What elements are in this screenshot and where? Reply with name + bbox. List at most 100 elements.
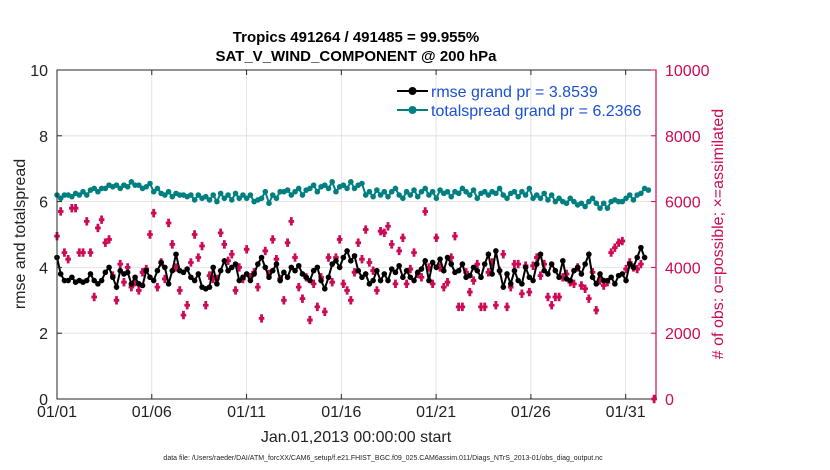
rmse-point <box>292 267 298 274</box>
obs-marker <box>188 258 194 267</box>
obs-marker <box>500 250 507 259</box>
spread-point <box>418 188 425 195</box>
obs-marker <box>273 254 280 264</box>
spread-point <box>545 197 551 203</box>
rmse-point <box>154 267 161 274</box>
rmse-point <box>321 285 328 292</box>
obs-marker <box>493 301 499 310</box>
rmse-point <box>348 258 354 264</box>
obs-marker <box>314 302 321 312</box>
spread-point <box>623 195 629 202</box>
rmse-point <box>418 266 425 272</box>
obs-marker <box>467 287 473 297</box>
obs-marker <box>121 278 127 287</box>
rmse-point <box>150 277 157 284</box>
rmse-point <box>273 261 280 267</box>
rmse-point <box>560 258 566 264</box>
y-right-tick-label: 4000 <box>665 260 701 277</box>
spread-point <box>567 195 574 202</box>
rmse-point <box>370 277 376 284</box>
rmse-point <box>143 267 150 274</box>
obs-marker <box>57 207 64 216</box>
spread-point <box>325 185 332 192</box>
spread-point <box>310 182 317 188</box>
y-tick-label: 2 <box>39 326 48 343</box>
rmse-point <box>537 251 544 258</box>
obs-marker <box>545 292 551 302</box>
x-tick-label: 01/06 <box>132 404 172 421</box>
rmse-point <box>87 271 94 277</box>
rmse-point <box>299 271 306 277</box>
rmse-point <box>541 267 548 274</box>
rmse-point <box>184 266 190 272</box>
spread-point <box>582 203 588 210</box>
spread-point <box>102 185 109 192</box>
rmse-point <box>619 271 626 277</box>
obs-marker <box>392 279 399 289</box>
spread-point <box>229 197 235 203</box>
obs-marker <box>481 302 488 312</box>
rmse-point <box>485 251 492 258</box>
y-right-axis-ticks: 0 2000 4000 6000 8000 10000 <box>651 63 710 409</box>
obs-marker <box>154 282 161 292</box>
spread-point <box>522 192 529 198</box>
x-tick-label: 01/01 <box>37 404 77 421</box>
x-tick-label: 01/11 <box>227 404 266 421</box>
rmse-point <box>147 274 153 281</box>
spread-point <box>288 192 295 198</box>
spread-point <box>638 190 644 197</box>
obs-marker <box>98 215 105 224</box>
spread-point <box>493 190 499 197</box>
obs-marker <box>147 230 153 239</box>
rmse-point <box>481 261 488 267</box>
spread-point <box>537 195 544 202</box>
spread-point <box>359 180 365 187</box>
rmse-point <box>217 267 224 274</box>
spread-point <box>530 195 536 202</box>
y-tick-label: 4 <box>39 260 48 277</box>
rmse-point <box>214 281 220 287</box>
rmse-point <box>474 267 481 274</box>
obs-marker <box>582 284 588 293</box>
obs-marker <box>325 253 332 262</box>
rmse-point <box>318 277 324 284</box>
obs-marker <box>608 248 614 257</box>
rmse-point <box>288 264 295 271</box>
rmse-point <box>586 251 592 258</box>
y-right-tick-label: 10000 <box>665 63 710 80</box>
spread-point <box>511 188 518 195</box>
rmse-point <box>240 274 246 281</box>
rmse-point <box>519 281 525 287</box>
rmse-point <box>515 277 521 284</box>
obs-marker <box>80 248 86 257</box>
rmse-point <box>277 277 283 284</box>
obs-marker <box>336 235 343 244</box>
rmse-point <box>552 267 559 274</box>
obs-marker <box>87 248 94 257</box>
rmse-point <box>437 256 443 262</box>
rmse-point <box>455 267 462 274</box>
spread-point <box>470 187 477 193</box>
spread-point <box>496 185 503 192</box>
rmse-point <box>117 267 124 274</box>
spread-point <box>448 193 455 200</box>
legend: rmse grand pr = 3.8539 totalspread grand … <box>397 84 641 120</box>
rmse-point <box>284 274 291 281</box>
obs-marker <box>459 302 466 312</box>
rmse-point <box>478 274 484 281</box>
spread-point <box>143 183 150 190</box>
rmse-point <box>422 258 428 264</box>
rmse-point <box>188 274 194 281</box>
spread-point <box>474 195 481 202</box>
rmse-point <box>243 271 250 277</box>
obs-marker <box>444 278 451 287</box>
spread-point <box>429 188 436 195</box>
obs-marker <box>199 241 205 251</box>
obs-marker <box>638 259 644 269</box>
rmse-point <box>180 269 187 276</box>
obs-marker <box>403 279 410 289</box>
spread-point <box>240 192 246 198</box>
obs-marker <box>76 248 83 257</box>
obs-marker <box>362 225 369 234</box>
spread-point <box>403 188 410 195</box>
